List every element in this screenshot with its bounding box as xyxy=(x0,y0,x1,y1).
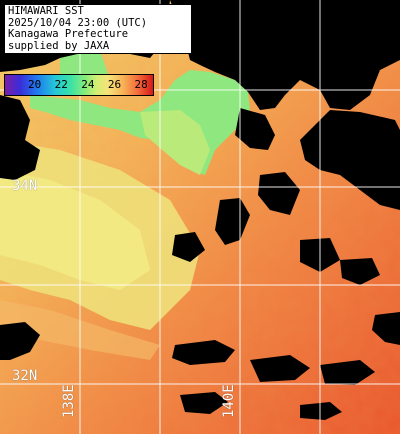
lon-label-140e: 140E xyxy=(221,384,237,418)
map-info-box: HIMAWARI SST 2025/10/04 23:00 (UTC) Kana… xyxy=(4,4,192,54)
legend-label-24: 24 xyxy=(81,78,95,91)
land-japan xyxy=(170,0,400,110)
timestamp: 2025/10/04 23:00 (UTC) xyxy=(8,16,148,29)
legend-label-26: 26 xyxy=(107,78,122,91)
lon-label-138e: 138E xyxy=(61,384,77,418)
data-source: supplied by JAXA xyxy=(8,39,110,52)
lat-label-32n: 32N xyxy=(12,368,38,384)
product-title: HIMAWARI SST xyxy=(8,5,84,17)
prefecture: Kanagawa Prefecture xyxy=(8,28,129,40)
legend-label-20: 20 xyxy=(27,78,42,91)
legend-label-28: 28 xyxy=(134,78,148,91)
lat-label-34n: 34N xyxy=(12,178,38,194)
legend-label-22: 22 xyxy=(54,78,68,91)
color-legend: 20 22 24 26 28 xyxy=(4,74,154,96)
